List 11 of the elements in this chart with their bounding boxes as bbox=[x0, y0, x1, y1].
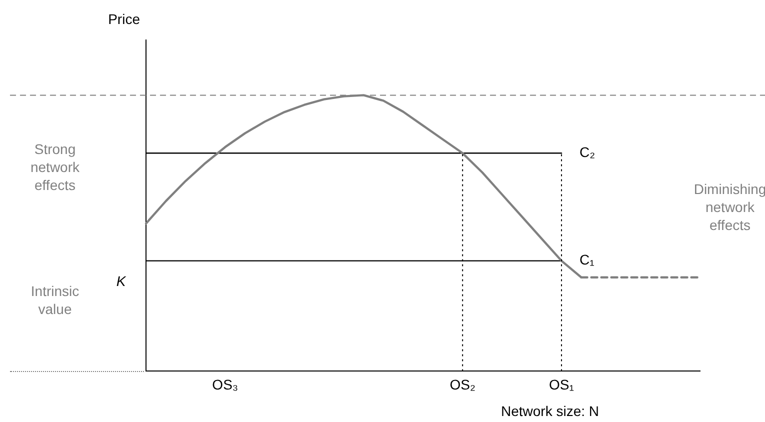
text: K bbox=[116, 272, 126, 289]
series-label: C₁ bbox=[580, 252, 595, 268]
y-axis-title: Price bbox=[108, 10, 140, 27]
x-axis-title: Network size: N bbox=[500, 402, 600, 419]
annotation: Diminishing network effects bbox=[694, 180, 765, 233]
text: Strong network effects bbox=[30, 140, 81, 193]
x-tick-label: OS₂ bbox=[450, 376, 476, 392]
x-tick-label: OS₁ bbox=[549, 376, 574, 392]
text: Intrinsic value bbox=[30, 282, 80, 317]
x-tick-label: OS₃ bbox=[212, 376, 238, 392]
series-label: C₂ bbox=[580, 144, 596, 160]
